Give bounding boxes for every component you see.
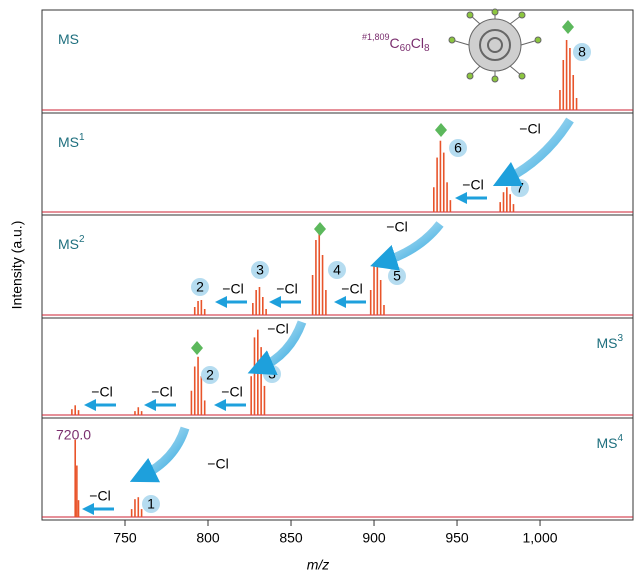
loss-label: −Cl <box>341 281 362 297</box>
x-tick-label: 950 <box>445 530 469 546</box>
peak-label: 720.0 <box>56 427 91 443</box>
formula-c-n: 60 <box>400 43 412 54</box>
parent-marker <box>435 123 447 137</box>
loss-label: −Cl <box>207 456 228 472</box>
tag-label: 7 <box>516 180 524 196</box>
tag-label: 6 <box>454 140 462 156</box>
panel-label-base: MS <box>596 335 617 351</box>
panel-label-base: MS <box>596 435 617 451</box>
x-tick-label: 850 <box>279 530 303 546</box>
panel-label-sup: 1 <box>79 132 85 143</box>
x-tick-label: 900 <box>362 530 386 546</box>
transition-arrow <box>142 428 185 476</box>
panel-label-base: MS <box>58 236 79 252</box>
formula-cl-n: 8 <box>424 43 430 54</box>
loss-label: −Cl <box>221 384 242 400</box>
loss-label: −Cl <box>222 281 243 297</box>
tag-label: 3 <box>256 262 264 278</box>
panel-label: MS3 <box>596 333 623 351</box>
y-axis-label: Intensity (a.u.) <box>9 221 25 310</box>
tag-label: 2 <box>206 367 214 383</box>
panel-label-base: MS <box>58 31 79 47</box>
loss-label: −Cl <box>462 177 483 193</box>
x-tick-label: 800 <box>196 530 220 546</box>
panel-label: MS1 <box>58 132 85 150</box>
loss-label: −Cl <box>276 281 297 297</box>
panel-label: MS2 <box>58 234 85 252</box>
tag-label: 5 <box>393 268 401 284</box>
loss-label: −Cl <box>91 384 112 400</box>
formula-cl: Cl <box>411 35 424 51</box>
loss-label: −Cl <box>151 384 172 400</box>
loss-label: −Cl <box>386 219 407 235</box>
panel-label-sup: 4 <box>617 433 623 444</box>
loss-label: −Cl <box>519 121 540 137</box>
formula: #1,809C60Cl8 <box>362 32 430 53</box>
loss-label: −Cl <box>267 321 288 337</box>
panel-label-sup: 3 <box>617 333 623 344</box>
x-tick-label: 750 <box>113 530 137 546</box>
tag-label: 8 <box>578 44 586 60</box>
panel-label-base: MS <box>58 134 79 150</box>
panel-label-sup: 2 <box>79 234 85 245</box>
formula-isomer: #1,809 <box>362 32 390 42</box>
tag-label: 4 <box>333 262 341 278</box>
panel-label: MS4 <box>596 433 623 451</box>
loss-label: −Cl <box>89 488 110 504</box>
molecule <box>449 9 541 82</box>
chart: #1,809C60Cl8 m/z Intensity (a.u.) 750800… <box>0 0 635 576</box>
panel-label: MS <box>58 31 79 47</box>
page: {"chart_data": { "type": "spectra", "x_l… <box>0 0 635 581</box>
parent-marker <box>314 222 326 236</box>
x-tick-label: 1,000 <box>523 530 558 546</box>
formula-c: C <box>390 35 400 51</box>
parent-marker <box>191 341 203 355</box>
tag-label: 1 <box>147 496 155 512</box>
tag-label: 2 <box>196 279 204 295</box>
parent-marker <box>562 20 574 34</box>
x-axis-label: m/z <box>307 557 330 573</box>
